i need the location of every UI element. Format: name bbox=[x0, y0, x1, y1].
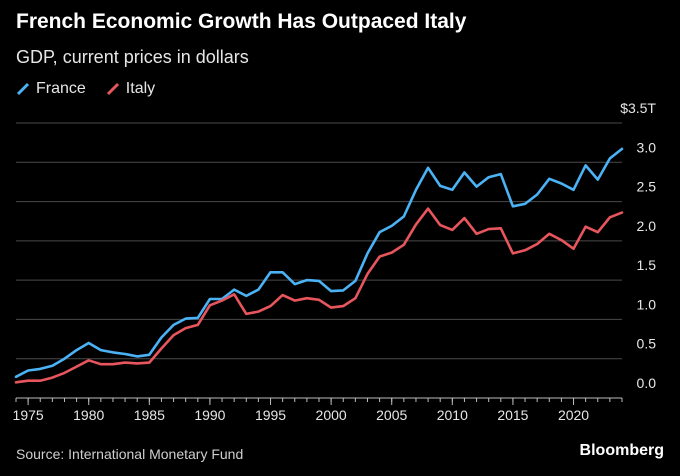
legend-label-italy: Italy bbox=[125, 80, 156, 97]
y-tick-label: 0.5 bbox=[637, 336, 657, 352]
legend: France Italy bbox=[16, 80, 155, 98]
legend-item-italy: Italy bbox=[106, 80, 155, 98]
x-tick-label: 2005 bbox=[376, 407, 407, 423]
series-line-italy bbox=[14, 207, 624, 384]
y-tick-label: 0.0 bbox=[637, 375, 657, 391]
x-tick-label: 2010 bbox=[437, 407, 468, 423]
chart-subtitle: GDP, current prices in dollars bbox=[16, 47, 249, 67]
x-tick-label: 2020 bbox=[558, 407, 589, 423]
chart-title: French Economic Growth Has Outpaced Ital… bbox=[16, 10, 467, 33]
y-tick-label: 1.0 bbox=[637, 296, 657, 312]
x-tick-label: 1995 bbox=[255, 407, 286, 423]
x-tick-label: 1985 bbox=[134, 407, 165, 423]
legend-item-france: France bbox=[16, 80, 86, 98]
x-tick-label: 2000 bbox=[316, 407, 347, 423]
y-tick-label: 1.5 bbox=[637, 257, 657, 273]
legend-swatch-italy bbox=[106, 82, 119, 96]
x-tick-label: 1980 bbox=[73, 407, 104, 423]
y-tick-label: 2.5 bbox=[637, 179, 657, 195]
x-tick-label: 1990 bbox=[194, 407, 225, 423]
y-tick-label: 3.0 bbox=[637, 139, 657, 155]
legend-swatch-france bbox=[16, 82, 30, 96]
series-line-france bbox=[14, 147, 624, 379]
y-tick-label: $3.5T bbox=[620, 100, 656, 116]
x-tick-label: 1975 bbox=[13, 407, 44, 423]
y-tick-label: 2.0 bbox=[637, 218, 657, 234]
bloomberg-logo: Bloomberg bbox=[579, 442, 664, 459]
x-tick-label: 2015 bbox=[497, 407, 528, 423]
source-note: Source: International Monetary Fund bbox=[16, 446, 244, 462]
legend-label-france: France bbox=[36, 80, 86, 97]
